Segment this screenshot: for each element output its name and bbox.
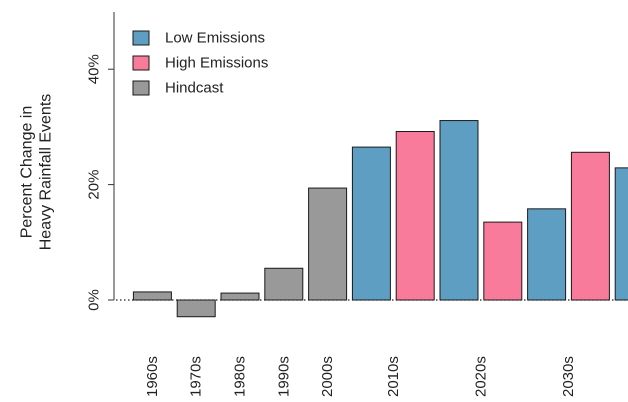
x-category-label: 1990s <box>275 356 292 397</box>
x-category-label: 2030s <box>560 356 577 397</box>
legend-label: Low Emissions <box>165 30 265 47</box>
bar-hindcast <box>264 267 304 301</box>
bar-hindcast <box>220 292 260 301</box>
bar-hindcast <box>308 187 348 301</box>
y-tick-label: 0% <box>86 289 103 311</box>
legend: Low Emissions High Emissions Hindcast <box>132 30 268 97</box>
legend-swatch <box>132 80 150 96</box>
legend-label: High Emissions <box>165 55 268 72</box>
bar-low-emissions <box>527 208 567 301</box>
x-category-label: 2010s <box>385 356 402 397</box>
x-category-label: 1960s <box>144 356 161 397</box>
bar-low-emissions <box>439 120 479 301</box>
y-axis-title-line: Heavy Rainfall Events <box>38 94 55 251</box>
bar-hindcast <box>132 291 172 301</box>
bar-hindcast <box>176 299 216 318</box>
x-axis-labels: 1960s 1970s 1980s 1990s 2000s 2010s 2020s 2030s… <box>144 356 577 397</box>
bars-group <box>132 120 628 318</box>
legend-swatch <box>132 30 150 46</box>
bar-high-emissions <box>395 131 435 301</box>
x-category-label: 1980s <box>232 356 249 397</box>
y-axis-title-line: Percent Change in <box>19 106 36 239</box>
y-tick-label: 40% <box>86 54 103 84</box>
y-tick-label: 20% <box>86 170 103 200</box>
legend-label: Hindcast <box>165 80 224 97</box>
bar-low-emissions <box>351 146 391 301</box>
bar-high-emissions <box>483 221 523 301</box>
bar-high-emissions <box>570 151 610 301</box>
bar-low-emissions <box>614 167 628 301</box>
x-category-label: 1970s <box>188 356 205 397</box>
y-axis: 0% 20% 40% <box>86 12 115 311</box>
x-category-label: 2000s <box>319 356 336 397</box>
x-category-label: 2020s <box>472 356 489 397</box>
y-axis-title: Percent Change in Heavy Rainfall Events <box>19 94 55 251</box>
legend-swatch <box>132 55 150 71</box>
